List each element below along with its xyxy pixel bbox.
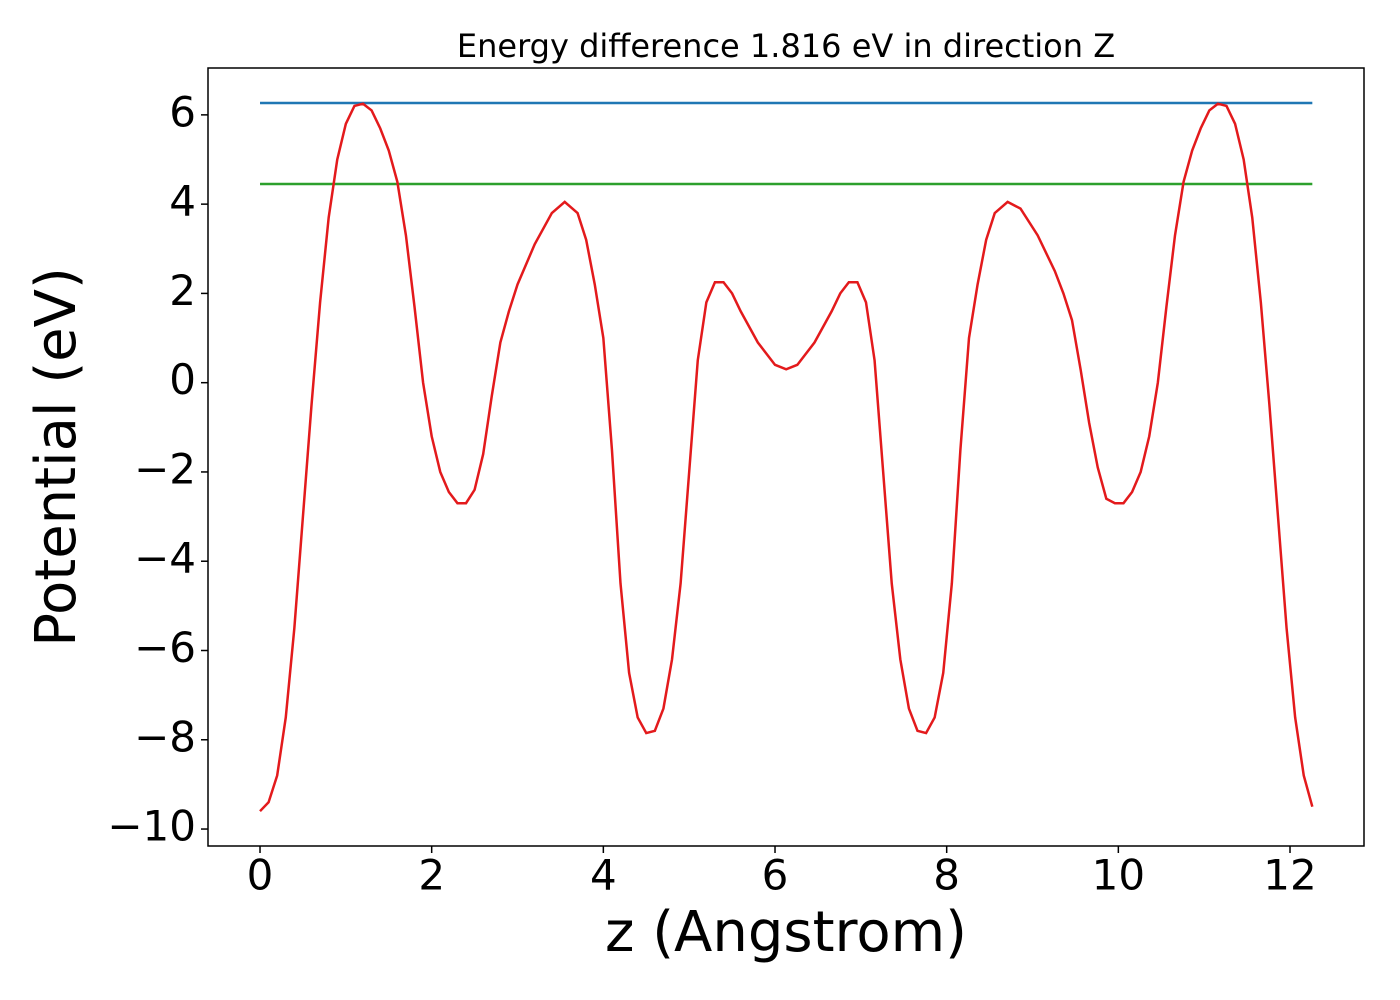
x-tick-label: 10 xyxy=(1092,851,1145,900)
x-tick-label: 6 xyxy=(762,851,789,900)
x-tick-label: 4 xyxy=(590,851,617,900)
series-line xyxy=(259,102,1314,813)
y-tick-label: 6 xyxy=(169,87,196,136)
x-axis-label: z (Angstrom) xyxy=(605,900,967,965)
x-tick-label: 12 xyxy=(1263,851,1316,900)
y-tick-label: −6 xyxy=(134,623,196,672)
chart-title: Energy difference 1.816 eV in direction … xyxy=(457,27,1115,65)
y-tick-label: −8 xyxy=(134,712,196,761)
y-tick-label: 4 xyxy=(169,177,196,226)
y-axis-label: Potential (eV) xyxy=(24,267,89,647)
y-tick-label: −10 xyxy=(107,802,196,851)
y-tick-label: 0 xyxy=(169,355,196,404)
y-tick-label: −2 xyxy=(134,444,196,493)
y-tick-label: 2 xyxy=(169,266,196,315)
x-tick-label: 2 xyxy=(418,851,445,900)
plot-frame xyxy=(207,67,1365,847)
x-tick-label: 0 xyxy=(247,851,274,900)
x-tick-label: 8 xyxy=(933,851,960,900)
y-tick-label: −4 xyxy=(134,534,196,583)
